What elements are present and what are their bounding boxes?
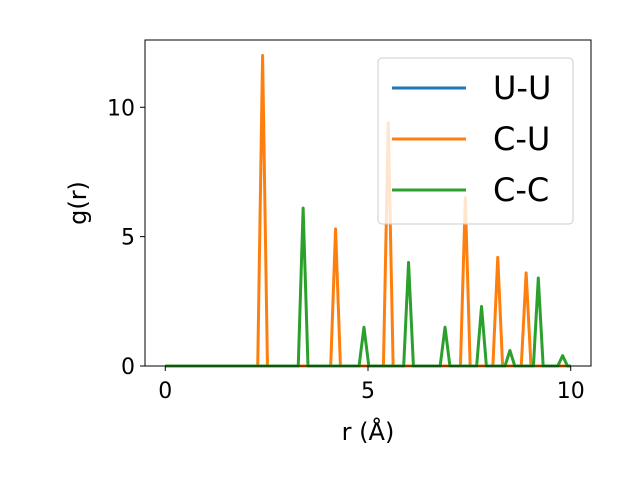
legend-box bbox=[377, 57, 574, 225]
x-axis-label: r (Å) bbox=[342, 417, 395, 446]
x-tick-label: 10 bbox=[557, 379, 585, 404]
y-tick-label: 10 bbox=[107, 96, 135, 121]
x-axis: 0 5 10 bbox=[158, 366, 585, 404]
legend: U-U C-U C-C bbox=[377, 57, 574, 225]
legend-label-1: C-U bbox=[493, 120, 550, 158]
x-tick-label: 5 bbox=[361, 379, 375, 404]
y-axis-label: g(r) bbox=[64, 181, 92, 225]
x-tick-label: 0 bbox=[158, 379, 172, 404]
legend-label-2: C-C bbox=[493, 171, 549, 209]
legend-label-0: U-U bbox=[493, 69, 551, 107]
y-tick-label: 0 bbox=[121, 355, 135, 380]
y-axis: 0 5 10 bbox=[107, 96, 145, 380]
y-tick-label: 5 bbox=[121, 226, 135, 251]
